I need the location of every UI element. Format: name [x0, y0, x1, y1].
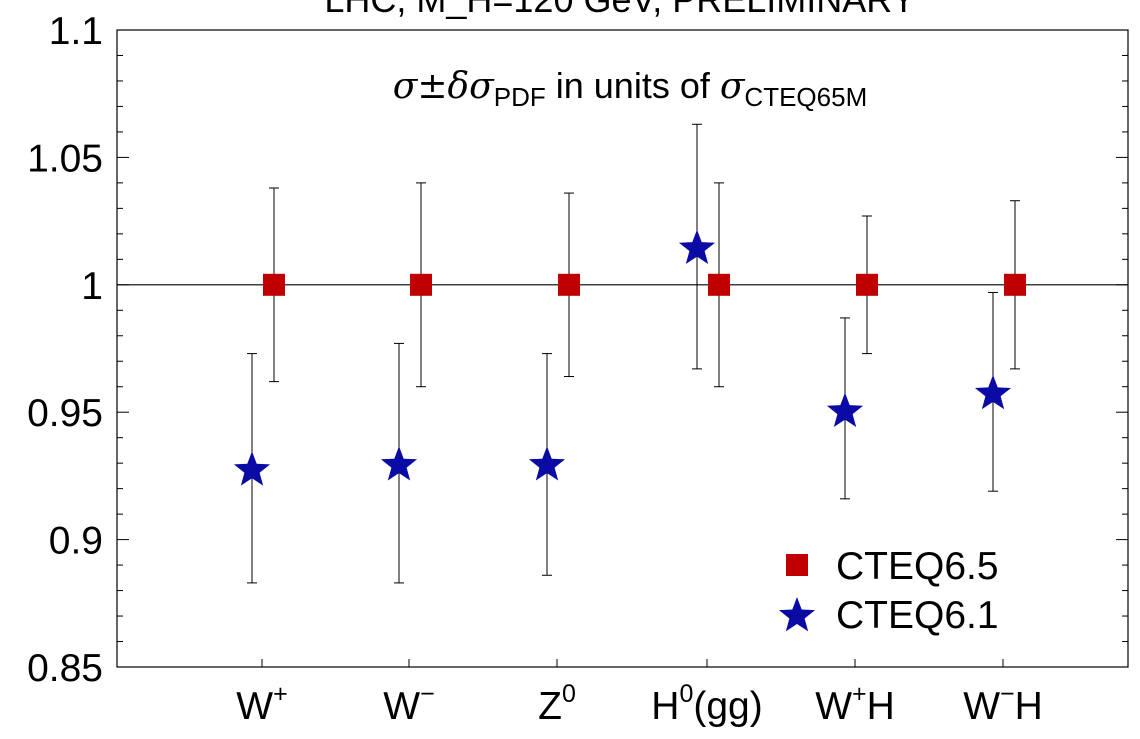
- y-tick-label: 0.85: [27, 647, 103, 690]
- x-category-label: H0(gg): [651, 680, 762, 728]
- chart-annotation: σ±δσPDF in units of σCTEQ65M: [393, 65, 867, 112]
- y-tick-label: 1.05: [27, 137, 103, 180]
- x-category-label: W+H: [815, 680, 895, 728]
- plot-border: [116, 29, 1129, 668]
- cteq61-star-marker: [678, 229, 716, 264]
- legend-label-cteq61: CTEQ6.1: [836, 594, 999, 637]
- legend-square-marker: [786, 554, 808, 576]
- x-category-label: W+: [236, 680, 287, 728]
- title-text: LHC, M_H=120 GeV, PRELIMINARY: [324, 0, 915, 20]
- x-category-label: Z0: [538, 680, 576, 728]
- y-tick-label: 0.95: [27, 392, 103, 435]
- legend-star-marker: [778, 597, 816, 632]
- cteq65-square-marker: [558, 273, 580, 296]
- x-category-label: W−: [383, 680, 434, 728]
- cteq65-square-marker: [1004, 273, 1026, 296]
- y-tick-label: 0.9: [49, 520, 103, 563]
- cteq65-square-marker: [856, 273, 878, 296]
- x-axis-categories: W+ W− Z0 H0(gg) W+H W−H: [236, 659, 1043, 728]
- cteq65-square-marker: [708, 273, 730, 296]
- annotation-text: σ±δσPDF in units of σCTEQ65M: [393, 65, 867, 112]
- cteq61-star-marker: [233, 451, 271, 486]
- cteq61-star-marker: [528, 446, 566, 481]
- data-markers: [233, 229, 1026, 486]
- cteq61-star-marker: [380, 446, 418, 481]
- cteq61-star-marker: [974, 374, 1012, 410]
- cteq61-star-marker: [826, 392, 864, 428]
- cteq65-square-marker: [263, 273, 285, 296]
- y-tick-label: 1: [81, 265, 103, 308]
- cteq65-square-marker: [410, 273, 432, 296]
- error-bars: [247, 123, 1020, 584]
- x-category-label: W−H: [963, 680, 1043, 728]
- legend-label-cteq65: CTEQ6.5: [836, 545, 999, 588]
- chart-title: LHC, M_H=120 GeV, PRELIMINARY: [324, 0, 915, 20]
- legend: CTEQ6.5 CTEQ6.1: [778, 545, 999, 637]
- y-axis-ticks: 0.85 0.9 0.95 1 1.05 1.1: [27, 10, 1128, 690]
- plot-frame: [116, 29, 1129, 668]
- y-tick-label: 1.1: [49, 10, 103, 53]
